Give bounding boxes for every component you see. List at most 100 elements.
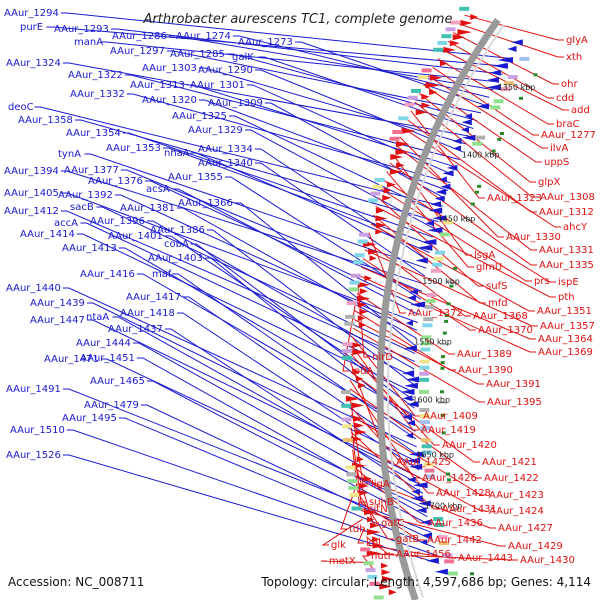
right-gene-label: AAur_1323 [487,193,542,204]
right-gene-label: AAur_1351 [537,306,592,317]
right-gene-label: AAur_1370 [478,325,533,336]
right-gene-label: AAur_1443 [458,553,513,564]
kbp-tick-mark [463,217,472,221]
reverse-feature-arrow [356,456,364,463]
forward-feature-arrow [407,476,416,483]
right-gene-label: gatB [396,534,419,545]
cog-feature-block [341,417,352,422]
reverse-feature-arrow [381,569,391,576]
left-gene-label: purE [20,22,43,33]
right-gene-label: AAur_1419 [421,425,476,436]
left-gene-label: AAur_1495 [62,413,117,424]
left-connector [164,235,415,401]
cog-feature-block [345,465,356,470]
rna-marker [447,478,451,482]
cog-feature-block [442,553,453,558]
forward-feature-arrow [452,138,462,145]
kbp-tick-mark [448,281,457,284]
rna-marker [470,202,475,206]
cog-feature-block [419,371,430,376]
left-connector [176,207,417,339]
reverse-feature-arrow [358,489,369,496]
forward-feature-arrow [416,507,427,514]
left-gene-label: AAur_1309 [208,98,263,109]
rna-marker [452,267,457,270]
reverse-feature-arrow [351,342,363,349]
right-connector [351,440,487,512]
left-gene-label: nhaA [164,148,190,159]
left-gene-label: AAur_1376 [88,176,143,187]
cog-feature-block [341,390,351,395]
cog-feature-block [357,239,368,244]
right-gene-label: gatC [381,518,404,529]
reverse-feature-arrow [357,295,371,302]
reverse-feature-arrow [366,529,381,536]
left-connector [132,342,425,502]
cog-feature-block [434,523,445,527]
left-gene-label: AAur_1301 [190,80,245,91]
rna-marker [491,149,496,153]
left-gene-label: AAur_1325 [172,111,227,122]
forward-feature-arrow [489,69,501,76]
reverse-feature-arrow [390,154,404,160]
forward-feature-arrow [420,519,432,526]
right-gene-label: AAur_1389 [457,349,512,360]
right-gene-label: ohr [561,79,578,90]
left-gene-label: AAur_1381 [120,203,175,214]
cog-feature-block [445,27,456,32]
forward-feature-arrow [461,126,469,133]
cog-feature-block [363,561,374,566]
left-connector [118,417,436,549]
forward-feature-arrow [411,495,423,502]
reverse-feature-arrow [386,181,396,188]
left-gene-label: AAur_1465 [90,376,145,387]
cog-feature-block [372,184,383,189]
left-gene-label: galK [232,52,254,63]
right-gene-label: cdd [556,93,574,104]
right-gene-label: AAur_1357 [540,321,595,332]
cog-feature-block [367,574,378,579]
cog-feature-block [351,506,362,511]
backbone-inner-ring [387,24,506,598]
cog-feature-block [490,105,501,110]
left-gene-label: AAur_1526 [6,450,61,461]
forward-feature-arrow [411,488,420,495]
accession-text: Accession: NC_008711 [8,575,144,589]
right-gene-label: suhB [369,497,394,508]
left-connector [190,243,415,409]
rna-marker [474,190,479,194]
right-gene-label: AAur_1391 [486,379,541,390]
kbp-tick-label: 1450 kbp [438,215,476,224]
reverse-feature-arrow [382,194,392,201]
reverse-feature-arrow [369,522,380,529]
left-connector [172,188,419,316]
rna-marker [441,355,445,359]
left-connector [294,41,486,106]
rna-marker [440,366,445,370]
right-gene-label: AAur_1277 [541,130,596,141]
right-gene-label: ligA [371,479,390,490]
left-connector [246,84,454,176]
reverse-feature-arrow [376,222,387,229]
right-gene-label: pth [558,292,575,303]
cog-feature-block [432,262,443,267]
left-connector [144,180,420,308]
kbp-tick-label: 1350 kbp [498,83,536,92]
right-gene-label: add [571,105,590,116]
rna-marker [446,302,451,306]
left-gene-label: AAur_1286 [112,31,167,42]
left-gene-label: manA [74,37,103,48]
cog-feature-block [374,177,385,182]
cog-feature-block [368,198,379,203]
forward-feature-arrow [439,176,447,183]
left-gene-label: AAur_1332 [70,89,125,100]
right-connector [437,58,554,125]
forward-feature-arrow [406,401,419,408]
forward-feature-arrow [440,183,451,190]
rna-marker [449,284,454,288]
right-gene-label: AAur_1436 [428,518,483,529]
cog-feature-block [344,321,355,326]
right-connector [423,84,542,163]
right-connector [364,249,538,327]
right-gene-label: tdh [349,524,366,535]
